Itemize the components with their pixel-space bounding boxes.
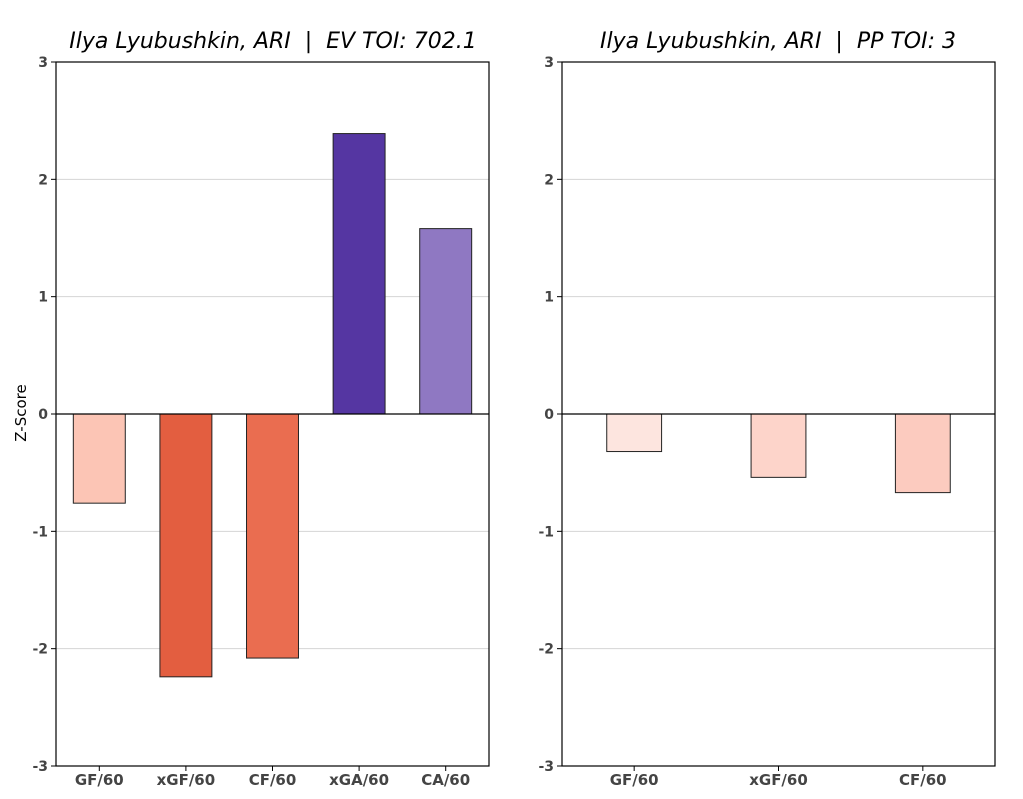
ev-y-tick-label: 0: [38, 407, 48, 423]
pp-x-ticks: GF/60 xGF/60 CF/60: [610, 766, 947, 789]
pp-x-tick-label-gf-60: GF/60: [610, 771, 659, 789]
ev-zscore-panel: Ilya Lyubushkin, ARI | EV TOI: 702.1 Z-S…: [12, 29, 490, 789]
ev-x-tick-label-cf-60: CF/60: [249, 771, 297, 789]
ev-y-tick-label: 1: [38, 290, 48, 306]
ev-x-tick-label-gf-60: GF/60: [75, 771, 124, 789]
ev-x-ticks: GF/60 xGF/60 CF/60 xGA/60 CA/60: [75, 766, 470, 789]
ev-x-tick-label-ca-60: CA/60: [421, 771, 470, 789]
pp-y-tick-label: -3: [538, 759, 554, 775]
pp-x-tick-label-xgf-60: xGF/60: [749, 771, 808, 789]
ev-bar-xgf-60: [159, 413, 213, 678]
ev-y-axis-label: Z-Score: [12, 384, 30, 441]
pp-gridlines: [562, 178, 995, 650]
ev-bar-cf-60: [246, 413, 299, 659]
pp-bar-cf-60: [894, 413, 951, 494]
pp-y-tick-label: -1: [538, 524, 554, 540]
pp-zscore-panel: Ilya Lyubushkin, ARI | PP TOI: 3 3 2 1 0 -1 -…: [538, 29, 996, 789]
pp-y-ticks: 3 2 1 0 -1 -2 -3: [538, 55, 562, 775]
ev-y-tick-label: 3: [38, 55, 48, 71]
pp-x-tick-label-cf-60: CF/60: [899, 771, 947, 789]
ev-y-tick-label: -1: [32, 524, 48, 540]
pp-bars: [606, 413, 951, 494]
pp-y-tick-label: 3: [544, 55, 554, 71]
ev-x-tick-label-xga-60: xGA/60: [329, 771, 389, 789]
ev-y-tick-label: -3: [32, 759, 48, 775]
pp-bar-xgf-60: [750, 413, 807, 478]
ev-bars: [72, 133, 473, 678]
ev-bar-gf-60: [72, 413, 126, 504]
pp-plot-frame: [561, 61, 996, 767]
ev-x-tick-label-xgf-60: xGF/60: [157, 771, 216, 789]
pp-y-tick-label: 1: [544, 290, 554, 306]
ev-y-ticks: 3 2 1 0 -1 -2 -3: [32, 55, 56, 775]
pp-y-tick-label: 0: [544, 407, 554, 423]
pp-chart-title: Ilya Lyubushkin, ARI | PP TOI: 3: [600, 29, 956, 54]
pp-bar-gf-60: [606, 413, 663, 453]
ev-y-tick-label: -2: [32, 642, 48, 658]
pp-y-tick-label: -2: [538, 642, 554, 658]
ev-bar-ca-60: [419, 228, 473, 415]
pp-y-tick-label: 2: [544, 172, 554, 188]
ev-bar-xga-60: [332, 133, 386, 415]
ev-plot-frame: [55, 61, 490, 767]
ev-y-tick-label: 2: [38, 172, 48, 188]
ev-chart-title: Ilya Lyubushkin, ARI | EV TOI: 702.1: [69, 29, 476, 54]
